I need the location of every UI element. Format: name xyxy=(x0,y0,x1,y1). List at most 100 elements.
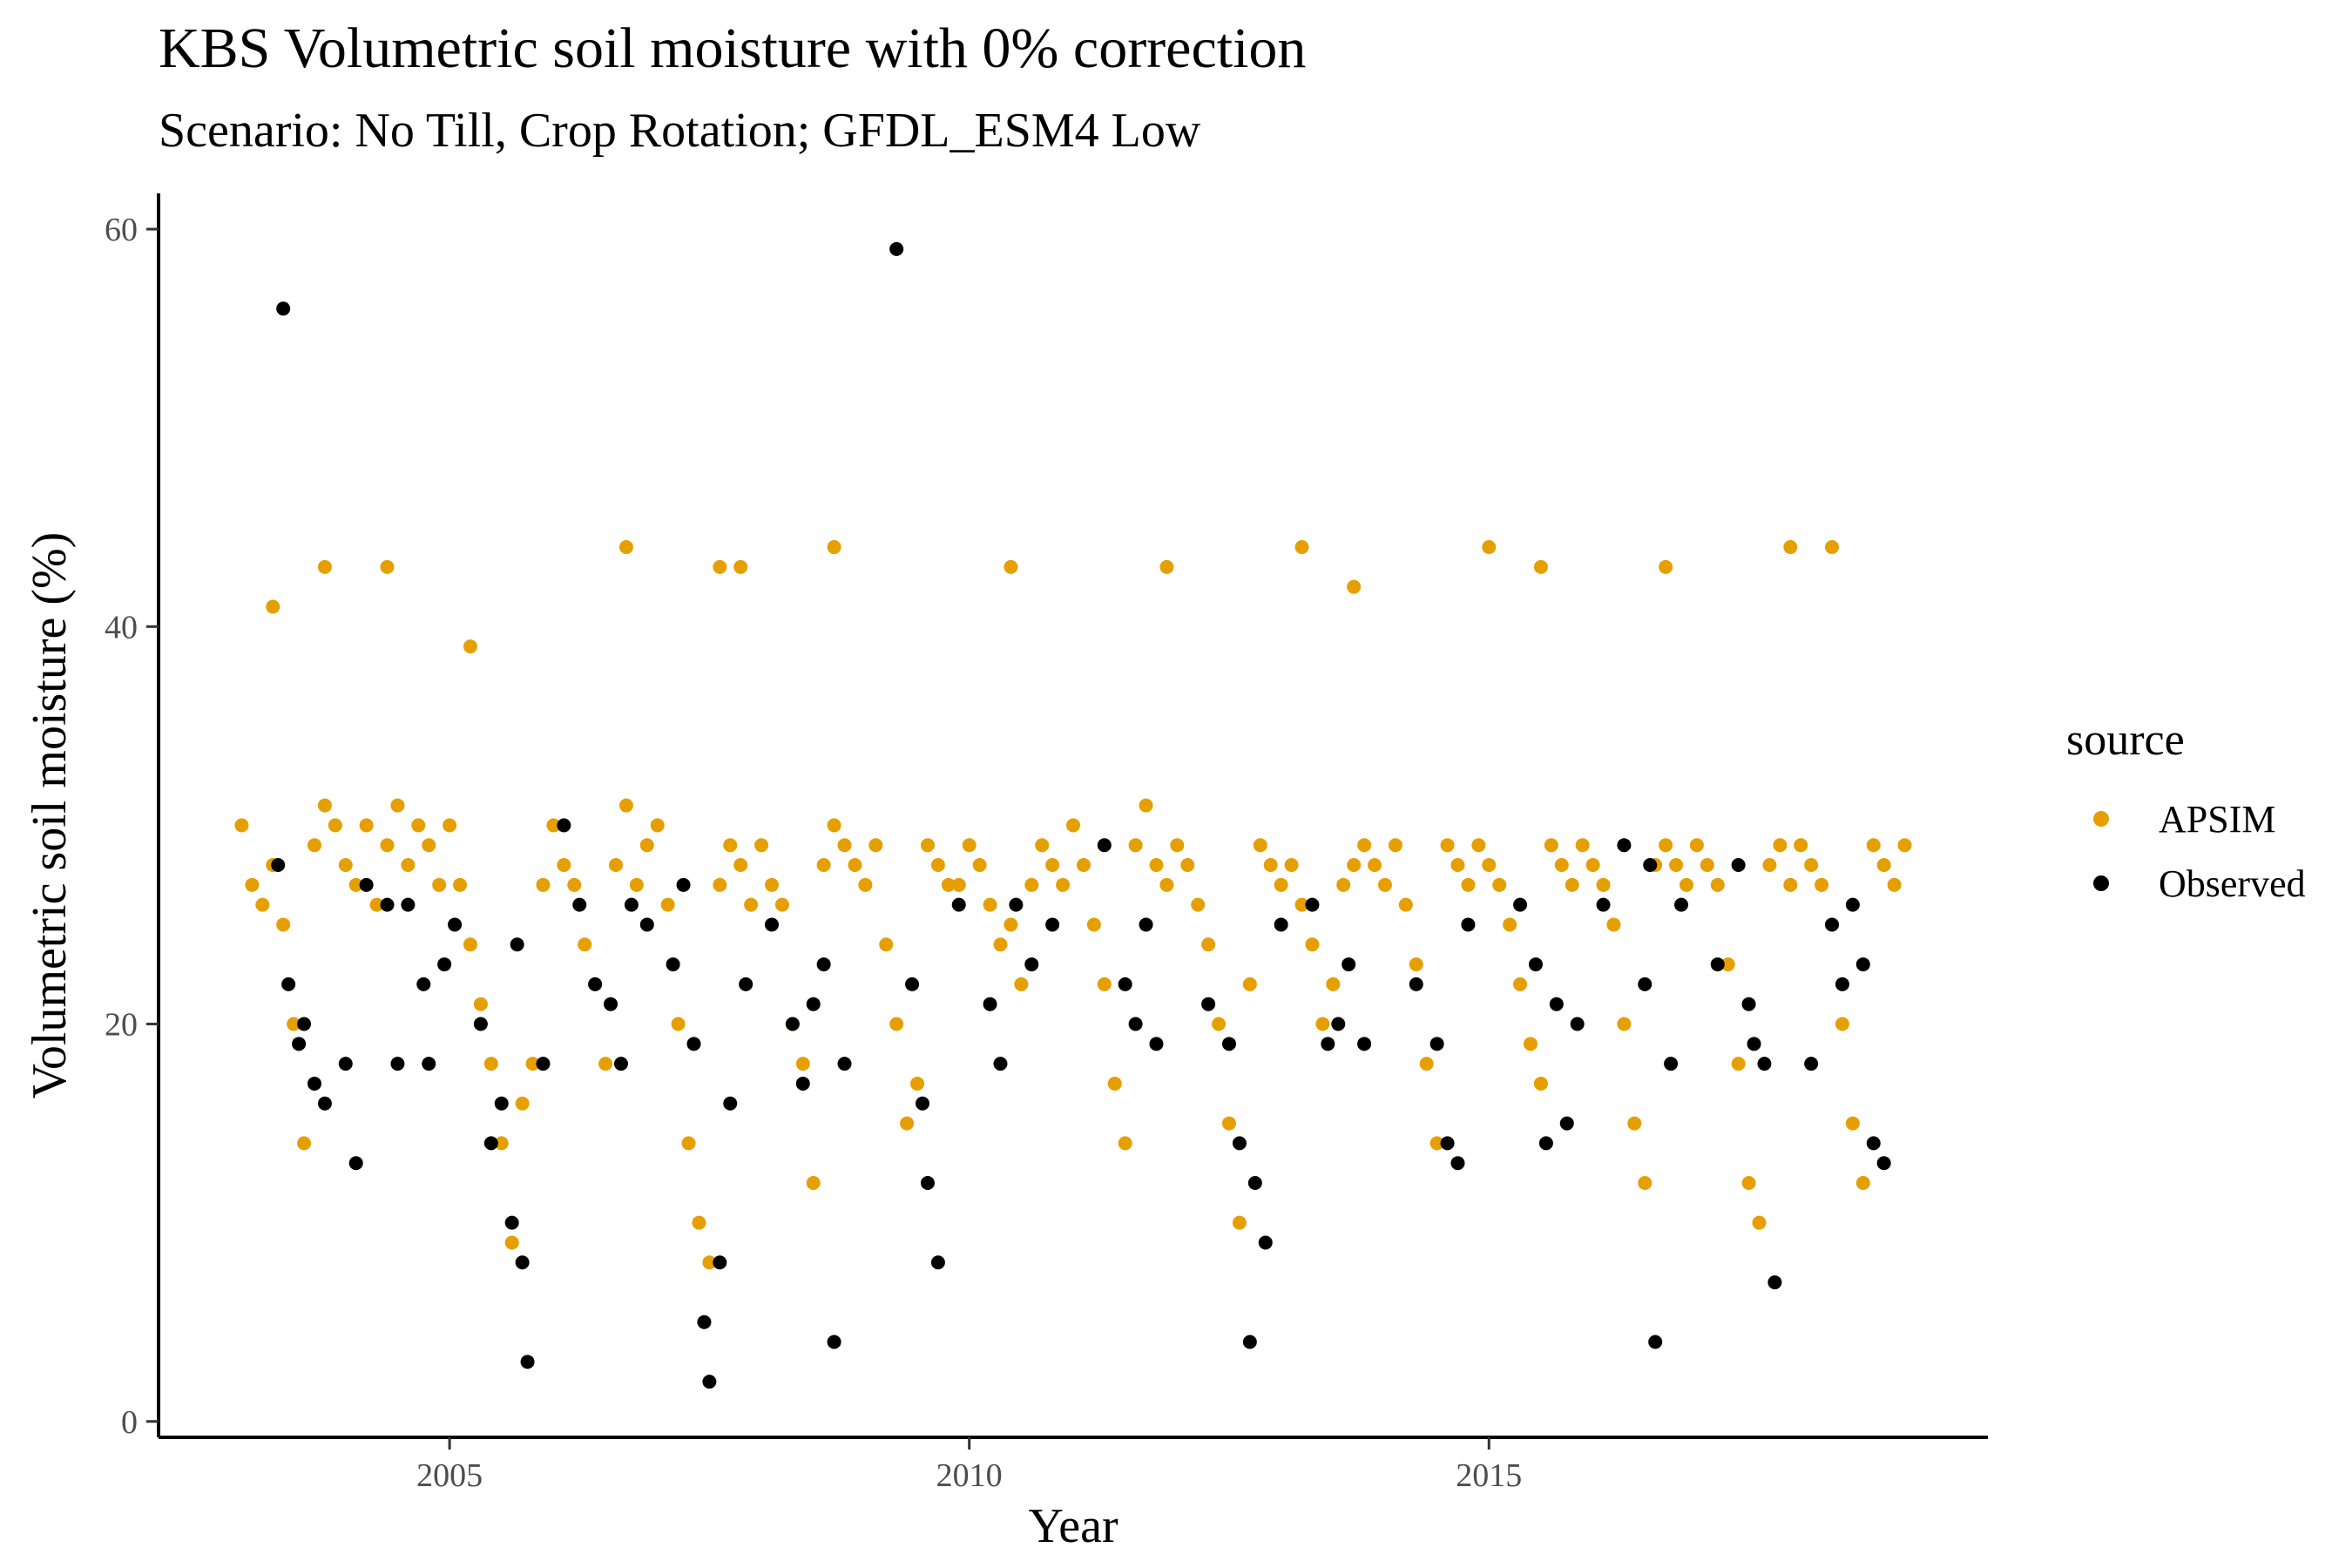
observed-point xyxy=(1513,897,1528,912)
apsim-point xyxy=(1076,858,1091,873)
observed-point xyxy=(390,1057,405,1071)
apsim-point xyxy=(1429,1136,1444,1151)
apsim-point xyxy=(1024,877,1039,892)
apsim-point xyxy=(1804,858,1819,873)
observed-point xyxy=(1855,957,1870,972)
apsim-point xyxy=(1866,838,1881,853)
x-axis-title: Year xyxy=(1028,1499,1119,1553)
observed-point xyxy=(1201,997,1216,1011)
apsim-point xyxy=(1357,838,1372,853)
apsim-point xyxy=(816,858,831,873)
apsim-point xyxy=(287,1017,301,1031)
apsim-point xyxy=(1294,897,1309,912)
chart-title: KBS Volumetric soil moisture with 0% cor… xyxy=(159,17,1307,80)
apsim-point xyxy=(1347,858,1362,873)
observed-point xyxy=(1538,1136,1553,1151)
apsim-point xyxy=(546,818,561,833)
observed-point xyxy=(473,1017,488,1031)
observed-point xyxy=(338,1057,353,1071)
x-tick-label: 2015 xyxy=(1456,1457,1522,1494)
apsim-point xyxy=(1585,858,1600,873)
apsim-point xyxy=(1180,858,1195,873)
apsim-point xyxy=(1201,937,1216,952)
apsim-point xyxy=(1482,540,1497,555)
observed-point xyxy=(676,877,691,892)
apsim-point xyxy=(328,818,342,833)
observed-point xyxy=(494,1096,509,1111)
ticks-layer: 2005 2010 2015 0 20 40 60 xyxy=(105,212,1522,1494)
apsim-point xyxy=(1305,937,1320,952)
observed-point xyxy=(297,1017,312,1031)
apsim-point xyxy=(930,858,945,873)
apsim-point xyxy=(951,877,966,892)
apsim-point xyxy=(1815,877,1829,892)
apsim-point xyxy=(629,877,644,892)
apsim-point xyxy=(1773,838,1788,853)
apsim-point xyxy=(972,858,987,873)
observed-point xyxy=(905,977,920,991)
apsim-point xyxy=(1045,858,1060,873)
apsim-point xyxy=(993,937,1008,952)
apsim-point xyxy=(754,838,769,853)
apsim-point xyxy=(1876,858,1891,873)
apsim-point xyxy=(1253,838,1267,853)
apsim-point xyxy=(483,1057,498,1071)
apsim-point xyxy=(723,838,738,853)
apsim-point xyxy=(806,1176,821,1191)
observed-point xyxy=(1128,1017,1143,1031)
apsim-point xyxy=(962,838,977,853)
observed-point xyxy=(401,897,416,912)
observed-point xyxy=(1331,1017,1346,1031)
apsim-point xyxy=(1086,917,1101,932)
observed-point xyxy=(510,937,524,952)
series-observed xyxy=(271,241,1891,1389)
observed-point xyxy=(1559,1116,1574,1131)
observed-point xyxy=(1731,858,1746,873)
observed-point xyxy=(307,1076,321,1091)
apsim-point xyxy=(1274,877,1288,892)
apsim-point xyxy=(557,858,571,873)
legend-label-observed: Observed xyxy=(2159,862,2306,905)
observed-point xyxy=(723,1096,738,1111)
observed-point xyxy=(1528,957,1543,972)
apsim-point xyxy=(1855,1176,1870,1191)
observed-point xyxy=(1258,1235,1273,1250)
observed-point xyxy=(639,917,654,932)
apsim-point xyxy=(1212,1017,1227,1031)
apsim-point xyxy=(609,858,623,873)
apsim-point xyxy=(380,559,395,574)
apsim-point xyxy=(1118,1136,1132,1151)
apsim-point xyxy=(1741,1176,1756,1191)
apsim-point xyxy=(1659,559,1673,574)
apsim-point xyxy=(567,877,582,892)
observed-point xyxy=(806,997,821,1011)
observed-point xyxy=(889,241,904,256)
apsim-point xyxy=(1482,858,1497,873)
apsim-point xyxy=(1524,1037,1538,1051)
apsim-point xyxy=(536,877,551,892)
apsim-point xyxy=(422,838,436,853)
observed-point xyxy=(1232,1136,1247,1151)
apsim-point xyxy=(1315,1017,1330,1031)
apsim-point xyxy=(1107,1076,1122,1091)
observed-point xyxy=(1242,1335,1257,1349)
apsim-point xyxy=(848,858,862,873)
observed-point xyxy=(1876,1156,1891,1171)
apsim-point xyxy=(868,838,883,853)
observed-point xyxy=(292,1037,307,1051)
apsim-point xyxy=(463,937,477,952)
observed-point xyxy=(520,1355,535,1369)
observed-point xyxy=(1024,957,1039,972)
apsim-point xyxy=(1471,838,1486,853)
apsim-point xyxy=(525,1057,540,1071)
apsim-point xyxy=(827,540,841,555)
apsim-point xyxy=(1263,858,1278,873)
observed-point xyxy=(1866,1136,1881,1151)
apsim-point xyxy=(1887,877,1902,892)
observed-point xyxy=(713,1255,727,1270)
observed-point xyxy=(504,1215,519,1230)
apsim-point xyxy=(234,818,249,833)
apsim-point xyxy=(1638,1176,1652,1191)
apsim-point xyxy=(733,559,748,574)
observed-point xyxy=(1674,897,1689,912)
